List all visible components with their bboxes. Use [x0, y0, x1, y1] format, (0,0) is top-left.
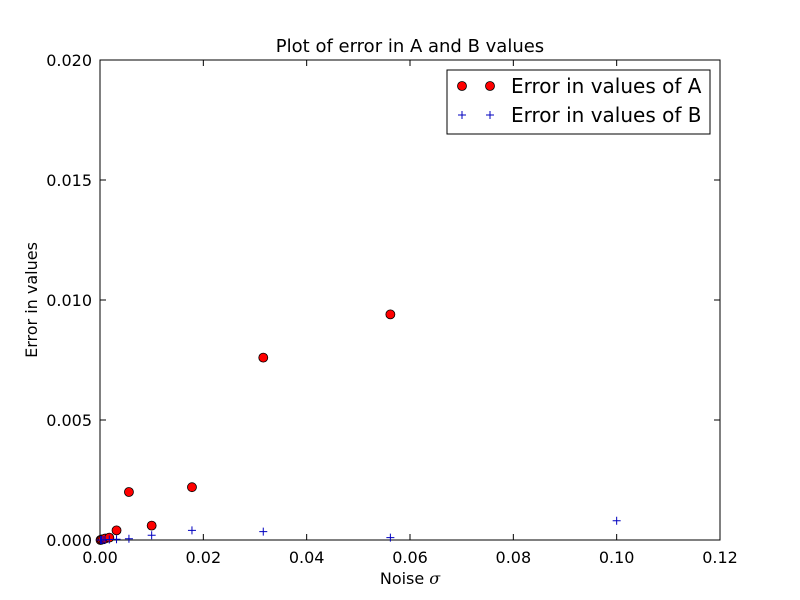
- series-1-point-4: [105, 535, 114, 544]
- y-tick-label-2: 0.010: [46, 291, 92, 310]
- series-0-point-8: [187, 482, 197, 493]
- x-tick-label-1: 0.02: [186, 548, 222, 567]
- x-tick-label-6: 0.12: [702, 548, 738, 567]
- legend-marker-a-2: [485, 81, 495, 91]
- x-axis-title: Noise σ: [380, 569, 441, 588]
- legend-marker-b-1: [458, 111, 466, 119]
- series-1-point-7: [147, 531, 156, 540]
- legend-entry-b: Error in values of B: [458, 103, 701, 127]
- legend-label-a: Error in values of A: [511, 74, 702, 98]
- series-0-point-7: [146, 520, 157, 531]
- legend-label-b: Error in values of B: [511, 103, 701, 127]
- x-axis-title-symbol: σ: [429, 569, 441, 588]
- x-tick-label-4: 0.08: [496, 548, 532, 567]
- legend-marker-b-2: [486, 111, 494, 119]
- series-0-point-10: [385, 309, 396, 320]
- y-tick-label-4: 0.020: [46, 51, 92, 70]
- series-1-point-5: [112, 535, 121, 544]
- data-marks: [95, 309, 621, 545]
- x-tick-label-3: 0.06: [392, 548, 428, 567]
- series-1-point-10: [386, 533, 395, 542]
- series-1-point-9: [259, 527, 268, 536]
- x-tick-label-0: 0.00: [82, 548, 118, 567]
- plot-area: [99, 59, 721, 541]
- y-tick-label-3: 0.015: [46, 171, 92, 190]
- series-0-point-5: [111, 525, 122, 536]
- chart-title: Plot of error in A and B values: [276, 36, 544, 57]
- legend-entry-a: Error in values of A: [457, 74, 702, 98]
- y-axis-title: Error in values: [22, 242, 41, 358]
- series-1-point-8: [187, 526, 196, 535]
- x-axis-title-text: Noise: [380, 569, 424, 588]
- series-1-point-11: [612, 516, 621, 525]
- series-1-point-6: [124, 534, 133, 543]
- ticks: 0.00 0.02 0.04 0.06 0.08 0.10 0.12 0.000 0.005 0.…: [46, 51, 738, 567]
- y-tick-label-1: 0.005: [46, 411, 92, 430]
- legend-marker-a-1: [457, 81, 467, 91]
- x-tick-label-5: 0.10: [599, 548, 635, 567]
- axes-frame: [99, 59, 721, 541]
- y-tick-label-0: 0.000: [46, 531, 92, 550]
- legend: Error in values of A Error in values of …: [446, 69, 711, 135]
- x-tick-label-2: 0.04: [289, 548, 325, 567]
- legend-frame: [446, 69, 711, 135]
- series-0-point-9: [258, 352, 269, 363]
- series-0-point-6: [124, 487, 134, 497]
